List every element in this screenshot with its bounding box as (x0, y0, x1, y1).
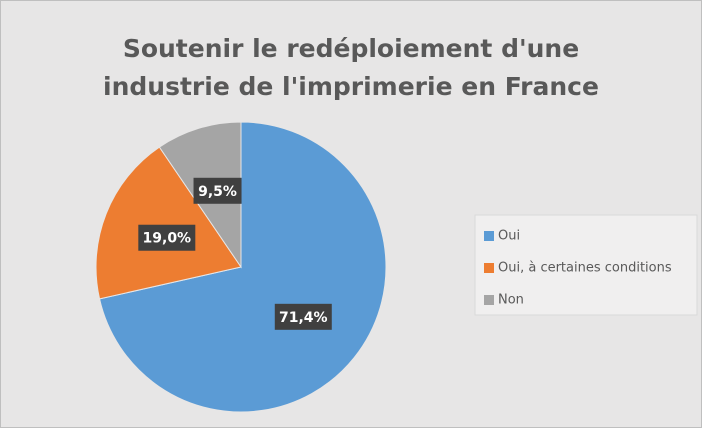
pie-slice (95, 146, 242, 300)
data-label-box (138, 224, 196, 251)
data-label-box (274, 303, 332, 330)
legend-label: Oui (498, 229, 520, 244)
legend-swatch (484, 263, 494, 273)
data-label: 9,5% (198, 184, 237, 200)
data-label-box (193, 177, 242, 204)
legend-swatch (484, 231, 494, 241)
chart-title: Soutenir le redéploiement d'une industri… (103, 34, 599, 101)
legend-label: Non (498, 293, 524, 308)
legend-label: Oui, à certaines conditions (498, 261, 672, 276)
legend-swatch (484, 295, 494, 305)
pie-slice (98, 121, 387, 413)
legend-box (474, 214, 698, 316)
data-label: 71,4% (279, 310, 328, 326)
data-label: 19,0% (143, 231, 192, 247)
